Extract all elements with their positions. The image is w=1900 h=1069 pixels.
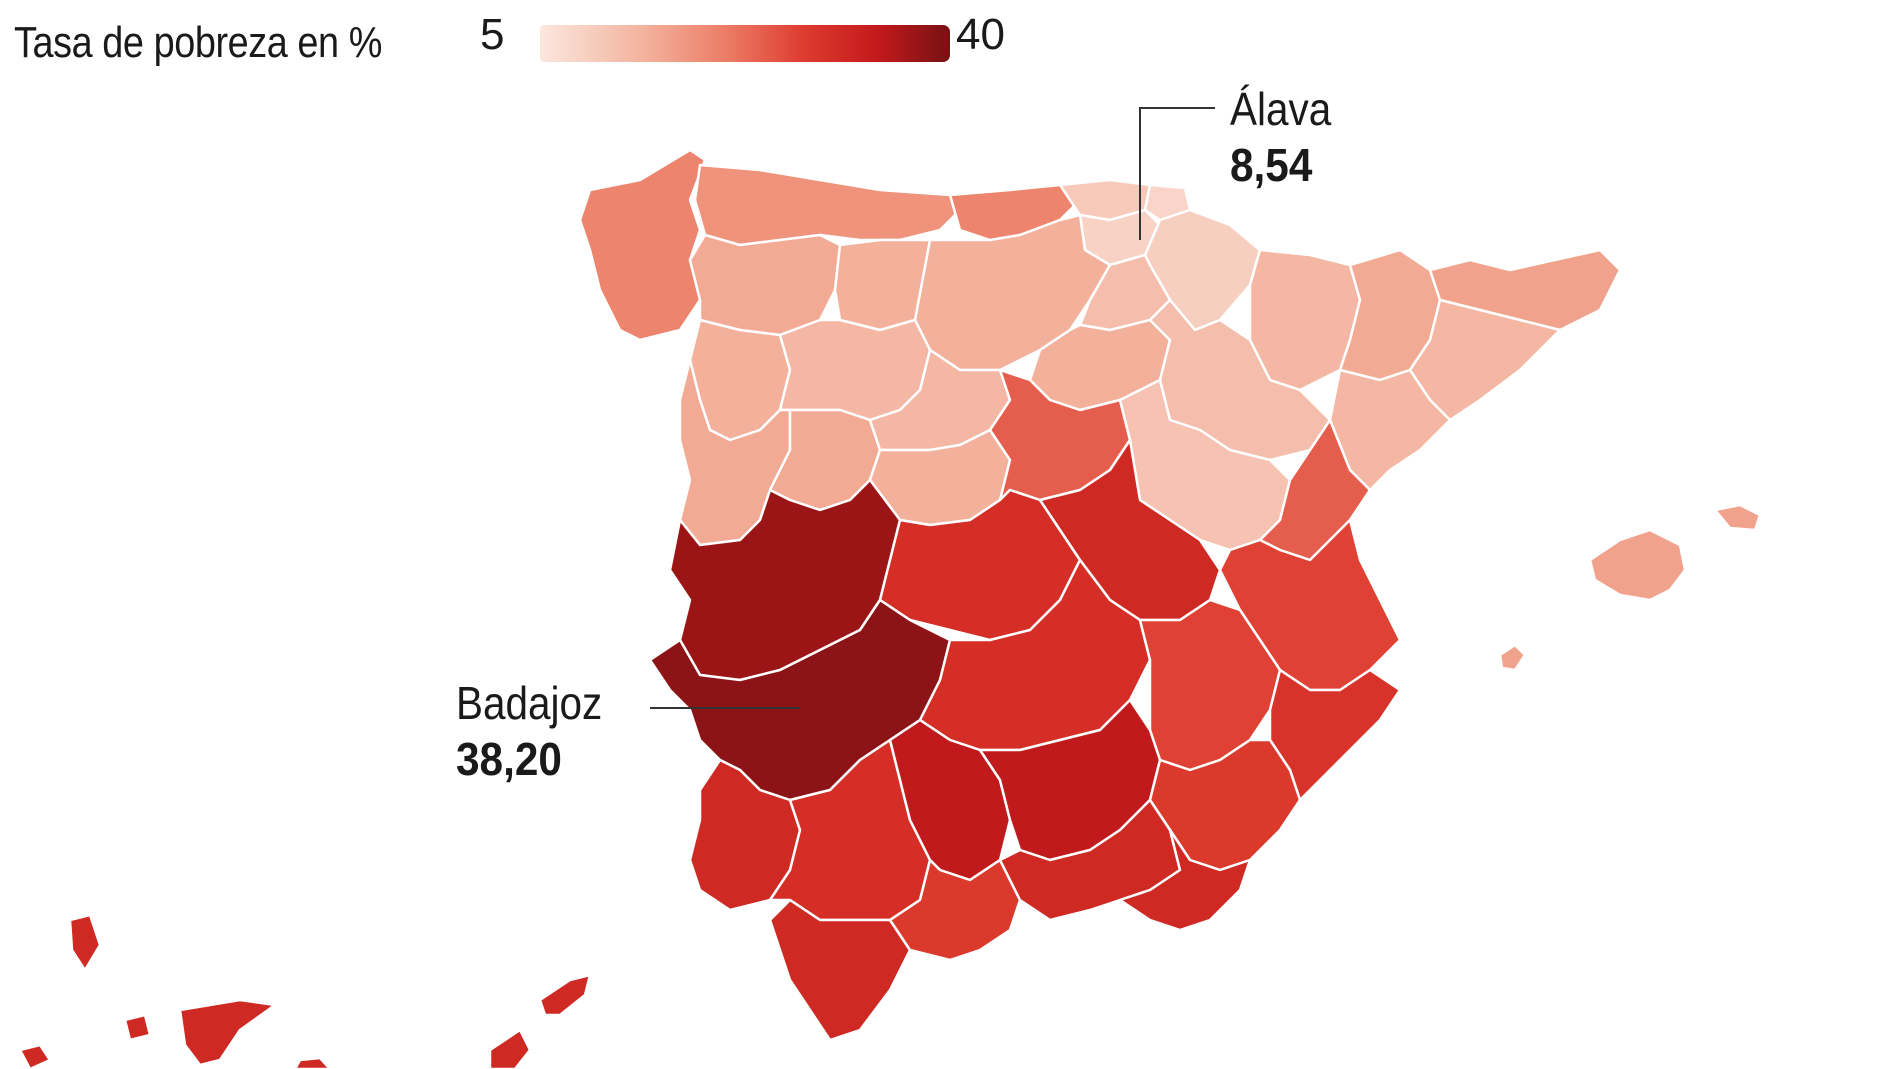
region-menorca xyxy=(1713,503,1762,532)
region-fuerteventura xyxy=(488,1028,532,1069)
callout-badajoz-value: 38,20 xyxy=(456,733,562,785)
legend-color-scale xyxy=(540,25,950,62)
callout-alava-name: Álava xyxy=(1230,83,1332,135)
region-gran-canaria xyxy=(293,1056,332,1069)
region-mallorca xyxy=(1588,528,1687,602)
region-canarias-gomera xyxy=(123,1013,152,1042)
legend-min-label: 5 xyxy=(480,10,505,59)
alava-leader-line xyxy=(1139,107,1215,240)
region-hierro xyxy=(18,1043,52,1069)
legend-title: Tasa de pobreza en % xyxy=(14,18,382,67)
region-canarias-west xyxy=(68,913,102,972)
region-barcelona xyxy=(1408,298,1562,422)
region-asturias xyxy=(693,163,962,247)
callout-alava-value: 8,54 xyxy=(1230,139,1313,191)
region-tenerife xyxy=(178,998,277,1067)
legend-max-label: 40 xyxy=(956,10,1005,59)
region-cadiz xyxy=(768,898,912,1042)
legend: Tasa de pobreza en % xyxy=(14,8,442,78)
callout-badajoz-name: Badajoz xyxy=(456,677,603,729)
region-almeria xyxy=(1118,828,1252,932)
region-ibiza xyxy=(1498,643,1527,672)
region-galicia xyxy=(578,148,707,342)
region-zaragoza xyxy=(1148,298,1332,462)
region-lanzarote xyxy=(538,973,592,1017)
